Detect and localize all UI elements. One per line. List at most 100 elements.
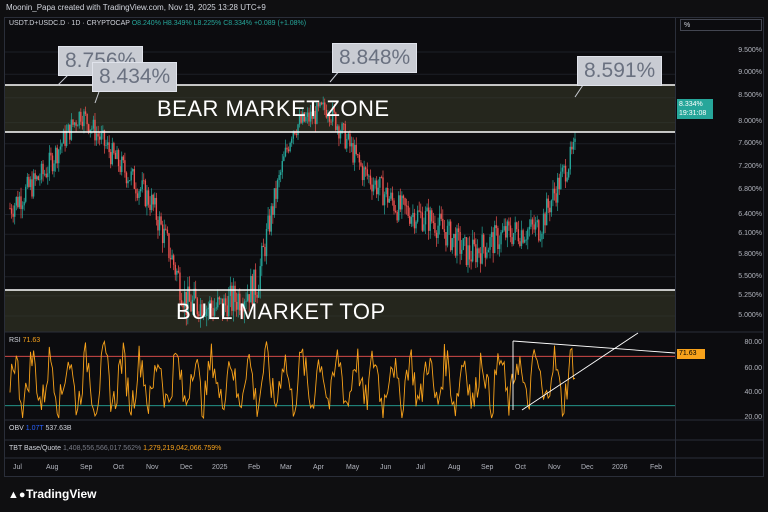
candle-body	[243, 301, 246, 312]
last-price-value: 8.334%	[679, 101, 703, 108]
candle-body	[556, 177, 559, 203]
candle-body	[489, 237, 491, 250]
candle-body	[166, 229, 169, 234]
candle-body	[210, 300, 213, 308]
candle-body	[31, 179, 33, 197]
candle-body	[25, 186, 27, 202]
candle-body	[18, 196, 21, 208]
candle-body	[202, 316, 205, 317]
peak-callout[interactable]: 8.848%	[332, 43, 418, 73]
tradingview-icon: ▲●	[8, 489, 26, 501]
candle-body	[143, 180, 145, 182]
candle-body	[53, 163, 55, 172]
candle-body	[17, 196, 19, 208]
price-tick: 7.200%	[738, 163, 762, 170]
candle-body	[45, 173, 47, 178]
candle-body	[198, 314, 200, 316]
candle-body	[490, 232, 493, 238]
candle-body	[40, 163, 43, 180]
candle-body	[65, 131, 68, 146]
candle-body	[116, 150, 118, 159]
candle-body	[176, 270, 178, 275]
bull-top-label[interactable]: BULL MARKET TOP	[176, 299, 386, 324]
candle-body	[387, 188, 389, 203]
candle-body	[528, 226, 531, 230]
candle-body	[500, 232, 502, 245]
time-tick: Jul	[416, 464, 425, 471]
candle-body	[122, 156, 125, 161]
candle-body	[183, 291, 186, 308]
candle-body	[259, 266, 261, 291]
candle-body	[357, 153, 359, 156]
rsi-label[interactable]: RSI	[9, 337, 21, 344]
candle-body	[99, 136, 101, 140]
candle-body	[160, 216, 162, 225]
price-tick: 9.000%	[738, 69, 762, 76]
bear-zone-band	[5, 85, 675, 132]
candle-body	[188, 286, 191, 302]
candle-body	[360, 162, 362, 166]
candle-body	[97, 133, 99, 137]
candle-body	[320, 102, 323, 105]
candle-body	[10, 208, 13, 214]
candle-body	[14, 205, 16, 217]
candle-body	[232, 285, 235, 311]
candle-body	[404, 198, 406, 206]
candle-body	[487, 249, 490, 253]
candle-body	[146, 190, 148, 207]
candle-body	[283, 156, 285, 162]
candle-body	[336, 126, 339, 130]
time-tick: Oct	[113, 464, 124, 471]
candle-body	[105, 144, 107, 146]
candle-body	[308, 112, 310, 122]
candle-body	[212, 307, 214, 316]
obv-legend: OBV 1.07T 537.63B	[9, 425, 72, 432]
candle-body	[481, 234, 483, 264]
candle-body	[470, 259, 472, 262]
candle-body	[245, 300, 247, 302]
candle-body	[508, 221, 510, 226]
candle-body	[347, 133, 350, 139]
candle-body	[32, 173, 35, 197]
candle-body	[237, 293, 239, 310]
candle-body	[80, 111, 82, 122]
candle-body	[317, 102, 320, 107]
candle-body	[12, 213, 14, 217]
candle-body	[73, 122, 76, 125]
bear-zone-label[interactable]: BEAR MARKET ZONE	[157, 96, 390, 121]
candle-body	[223, 298, 225, 316]
candle-body	[472, 239, 474, 262]
candle-body	[486, 252, 488, 258]
candle-body	[193, 288, 195, 300]
price-axis[interactable]	[676, 17, 764, 477]
last-price-label: 8.334% 19:31:08	[677, 99, 713, 119]
percent-scale-button[interactable]: %	[680, 19, 762, 31]
time-tick: 2025	[212, 464, 228, 471]
brand-logo[interactable]: ▲●TradingView	[8, 487, 96, 501]
peak-callout[interactable]: 8.434%	[92, 62, 178, 92]
candle-body	[89, 129, 91, 133]
candle-body	[501, 230, 504, 233]
symbol-legend: USDT.D+USDC.D · 1D · CRYPTOCAP O8.240% H…	[9, 20, 306, 27]
candle-body	[157, 219, 159, 231]
rsi-tick: 40.00	[744, 389, 762, 396]
symbol-name[interactable]: USDT.D+USDC.D · 1D · CRYPTOCAP	[9, 20, 130, 27]
candle-body	[226, 305, 228, 316]
candle-body	[516, 222, 518, 230]
candle-body	[407, 205, 409, 216]
time-tick: Dec	[180, 464, 193, 471]
candle-body	[234, 285, 236, 302]
candle-body	[92, 119, 95, 129]
obv-label[interactable]: OBV	[9, 425, 24, 432]
candle-body	[275, 188, 277, 199]
candle-body	[451, 238, 453, 251]
ohlc-low: L8.225%	[193, 20, 222, 27]
candle-body	[235, 301, 238, 310]
candle-body	[533, 224, 535, 230]
time-tick: Feb	[650, 464, 663, 471]
candle-body	[136, 193, 139, 199]
peak-callout[interactable]: 8.591%	[577, 56, 663, 86]
tbt-label[interactable]: TBT Base/Quote	[9, 445, 62, 452]
candle-body	[47, 173, 49, 178]
